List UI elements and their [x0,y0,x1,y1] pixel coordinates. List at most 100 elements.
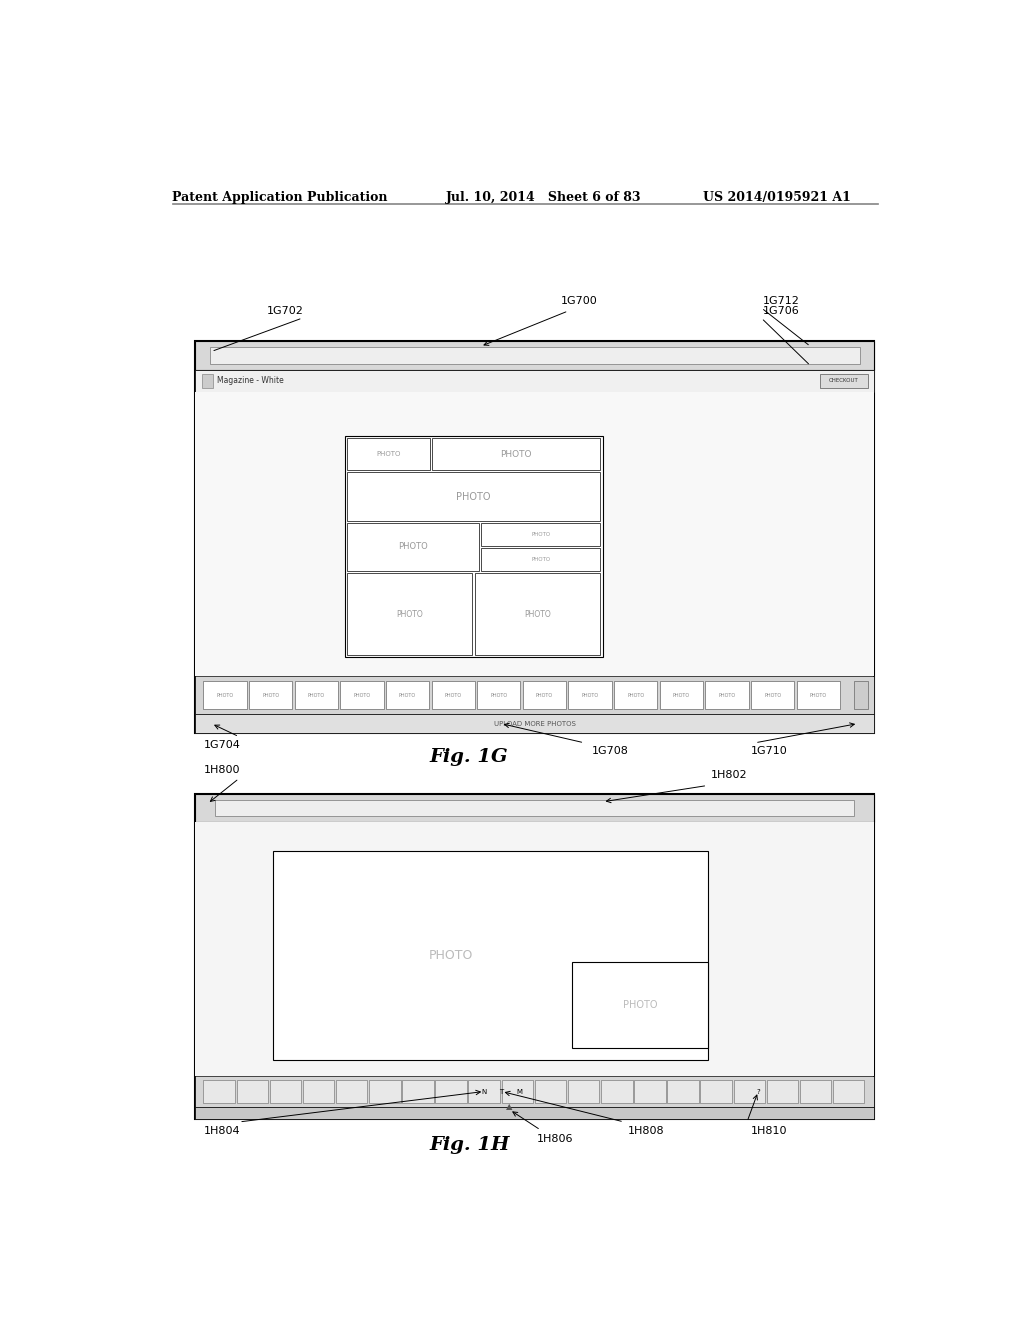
Bar [204,681,247,709]
Bar [477,1084,492,1100]
Text: 1G708: 1G708 [592,746,629,756]
Bar [634,1080,666,1102]
Bar [295,681,338,709]
Bar [431,681,475,709]
Bar [752,1084,765,1100]
Text: Fig. 1G: Fig. 1G [430,748,509,766]
Bar [475,573,600,655]
Text: PHOTO: PHOTO [262,693,280,697]
Bar [568,1080,599,1102]
Bar [196,342,874,370]
Bar [347,438,430,470]
Text: PHOTO: PHOTO [673,693,690,697]
Bar [523,681,566,709]
Bar [535,1080,566,1102]
Text: PHOTO: PHOTO [396,610,423,619]
Bar [659,681,702,709]
Bar [196,714,874,733]
Bar [347,523,478,572]
Text: 1G700: 1G700 [560,296,597,306]
Bar [751,681,795,709]
Text: 1G704: 1G704 [204,739,241,750]
Bar [512,1084,526,1100]
Bar [369,1080,400,1102]
Text: 1H800: 1H800 [204,766,240,775]
Bar [601,1080,633,1102]
Bar [800,1080,831,1102]
Text: 1H804: 1H804 [204,1126,240,1137]
Bar [196,370,874,392]
Text: PHOTO: PHOTO [536,693,553,697]
Text: UPLOAD MORE PHOTOS: UPLOAD MORE PHOTOS [494,721,575,726]
Text: T: T [500,1089,504,1096]
Bar [269,1080,301,1102]
Bar [572,962,708,1048]
Text: PHOTO: PHOTO [810,693,826,697]
Bar [820,375,867,388]
Bar [196,793,874,822]
Text: ▲: ▲ [506,1102,513,1111]
Bar [495,1084,509,1100]
Bar [502,1080,534,1102]
Bar [196,342,874,733]
Text: PHOTO: PHOTO [501,450,531,459]
Bar [668,1080,698,1102]
Text: ?: ? [757,1089,760,1096]
Bar [347,473,600,521]
Text: US 2014/0195921 A1: US 2014/0195921 A1 [703,191,851,203]
Bar [402,1080,434,1102]
Text: PHOTO: PHOTO [524,610,551,619]
Bar [706,681,749,709]
Text: PHOTO: PHOTO [582,693,599,697]
Text: PHOTO: PHOTO [398,543,428,552]
Bar [210,347,860,364]
Text: N: N [481,1089,486,1096]
Text: PHOTO: PHOTO [399,693,416,697]
Text: PHOTO: PHOTO [353,693,371,697]
Bar [204,1080,234,1102]
Bar [386,681,429,709]
Bar [345,436,602,657]
Text: PHOTO: PHOTO [719,693,735,697]
Text: 1H802: 1H802 [712,771,748,780]
Bar [568,681,611,709]
Bar [340,681,384,709]
Text: CHECKOUT: CHECKOUT [829,379,859,384]
Bar [196,822,874,1076]
Text: PHOTO: PHOTO [623,1001,657,1010]
Text: PHOTO: PHOTO [216,693,233,697]
Bar [237,1080,268,1102]
Text: PHOTO: PHOTO [490,693,507,697]
Bar [468,1080,500,1102]
Text: 1G702: 1G702 [267,306,304,315]
Text: Fig. 1H: Fig. 1H [429,1137,509,1154]
Bar [733,1080,765,1102]
Text: PHOTO: PHOTO [531,532,550,537]
Bar [481,523,600,546]
Bar [196,793,874,1119]
Bar [854,681,868,709]
Bar [477,681,520,709]
Bar [614,681,657,709]
Text: 1H810: 1H810 [751,1126,787,1137]
Text: M: M [516,1089,522,1096]
Text: 1G710: 1G710 [751,746,787,756]
Bar [432,438,600,470]
Text: 1G712: 1G712 [763,296,800,306]
Text: PHOTO: PHOTO [764,693,781,697]
Bar [249,681,292,709]
Bar [347,573,472,655]
Bar [273,851,708,1060]
Bar [303,1080,334,1102]
Text: Magazine - White: Magazine - White [217,376,284,385]
Text: 1G706: 1G706 [763,306,800,315]
Bar [435,1080,467,1102]
Text: PHOTO: PHOTO [444,693,462,697]
Text: PHOTO: PHOTO [377,451,400,457]
Text: PHOTO: PHOTO [531,557,550,562]
Bar [336,1080,368,1102]
Text: PHOTO: PHOTO [429,949,473,962]
Bar [797,681,840,709]
Text: PHOTO: PHOTO [627,693,644,697]
Text: PHOTO: PHOTO [457,491,490,502]
